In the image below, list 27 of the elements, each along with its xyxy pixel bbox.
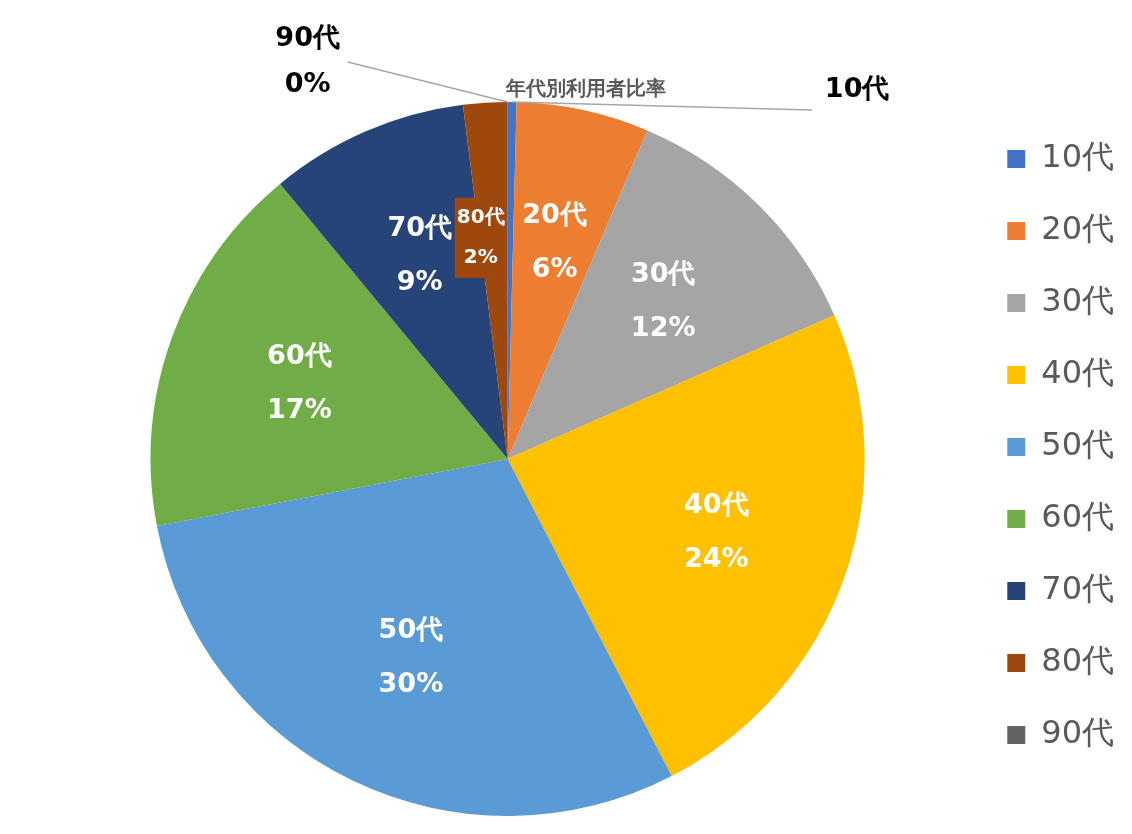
legend-label: 80代 [1041,641,1114,680]
legend-label: 30代 [1041,281,1114,320]
slice-label: 50代 [378,613,444,645]
legend-label: 50代 [1041,425,1114,464]
chart-title: 年代別利用者比率 [505,76,666,101]
slice-label: 80代 [456,204,505,229]
category-label: 90代 [275,21,340,53]
slice-label: 10代 [824,72,890,104]
data-label: 30% [378,667,444,699]
data-label: 2% [463,244,498,269]
legend-label: 60代 [1041,497,1114,536]
slice-label: 30代 [630,256,696,288]
slice-label: 60代 [267,339,332,371]
slice-label: 40代 [684,487,749,519]
legend-label: 90代 [1041,713,1114,752]
data-label: 6% [531,251,578,283]
data-label: 24% [684,541,749,573]
slice-label: 20代 [522,197,587,229]
data-label: 12% [630,310,696,342]
legend-label: 70代 [1041,569,1114,608]
legend-label: 20代 [1041,209,1114,248]
slice-label: 70代 [387,210,453,242]
data-label: 17% [267,393,332,425]
legend-label: 40代 [1041,353,1114,392]
data-label: 9% [396,264,443,296]
legend-label: 10代 [1041,137,1114,176]
text: 0% [284,67,331,99]
